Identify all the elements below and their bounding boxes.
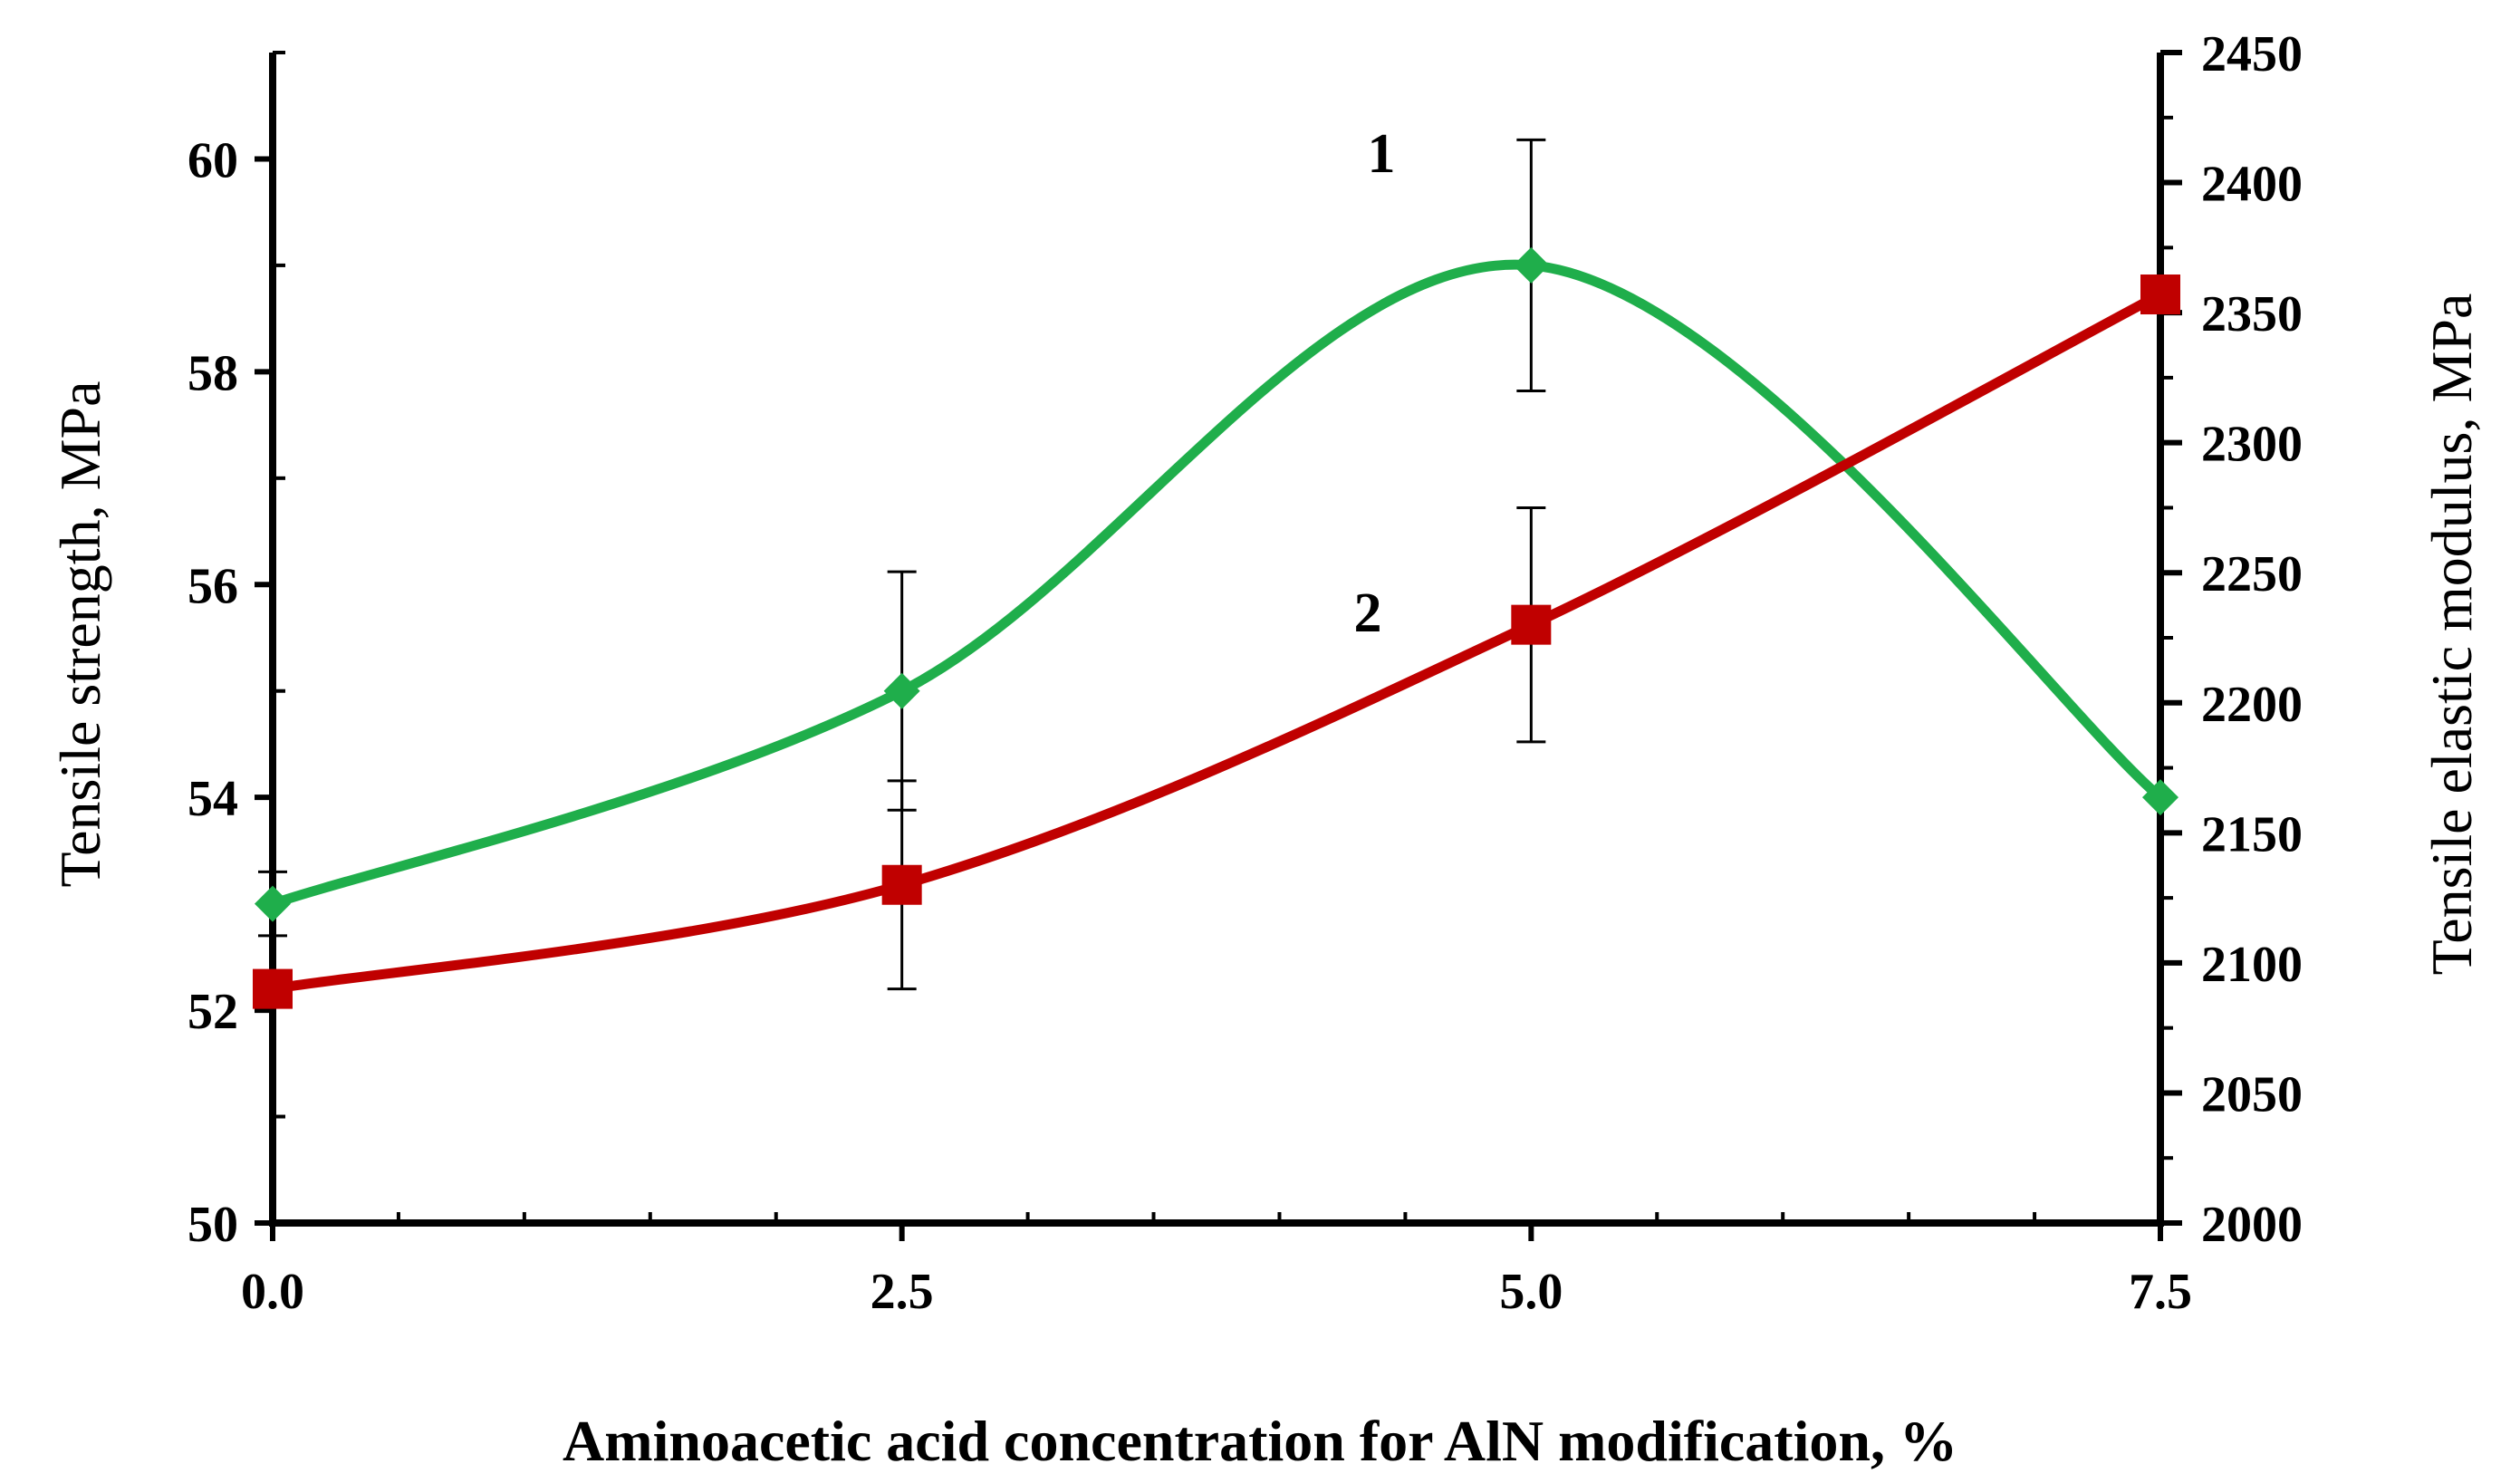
labels-layer: Aminoacetic acid concentration for AlN m… [48,26,2484,1473]
right-y-tick-label: 2200 [2201,677,2303,733]
left-y-tick-label: 50 [188,1197,238,1253]
left-y-tick-label: 58 [188,345,238,401]
data-point-marker [253,968,293,1009]
axes-layer [255,50,2182,1241]
right-y-tick-label: 2250 [2201,546,2303,602]
series-2-label: 2 [1354,583,1382,644]
data-point-marker [1511,604,1552,645]
x-tick-label: 7.5 [2129,1264,2192,1320]
series-2 [253,274,2180,1009]
x-axis-title: Aminoacetic acid concentration for AlN m… [563,1409,1957,1473]
data-point-marker [2142,779,2179,816]
right-y-tick-label: 2300 [2201,417,2303,473]
right-y-tick-label: 2150 [2201,806,2303,862]
series-line [267,259,2166,910]
data-point-marker [883,672,920,709]
x-tick-label: 0.0 [241,1264,304,1320]
right-y-tick-label: 2400 [2201,157,2303,213]
right-y-axis-title: Tensile elastic modulus, MPa [2419,294,2484,976]
series-1-label: 1 [1368,123,1396,185]
left-y-tick-label: 52 [188,984,238,1040]
series-layer [253,138,2180,1009]
right-y-tick-label: 2100 [2201,937,2303,993]
right-y-tick-label: 2450 [2201,26,2303,82]
left-y-tick-label: 54 [188,771,238,827]
series-1 [255,138,2179,938]
right-y-tick-label: 2050 [2201,1066,2303,1122]
x-tick-label: 5.0 [1499,1264,1563,1320]
data-point-marker [881,864,922,905]
left-y-axis-title: Tensile strength, MPa [48,381,112,888]
data-point-marker [2140,274,2180,315]
left-y-tick-label: 56 [188,558,238,614]
right-y-tick-label: 2350 [2201,286,2303,342]
data-point-marker [1513,246,1550,284]
series-line [267,289,2166,995]
right-y-tick-label: 2000 [2201,1197,2303,1253]
data-point-marker [255,885,291,922]
left-y-tick-label: 60 [188,132,238,188]
x-tick-label: 2.5 [870,1264,934,1320]
